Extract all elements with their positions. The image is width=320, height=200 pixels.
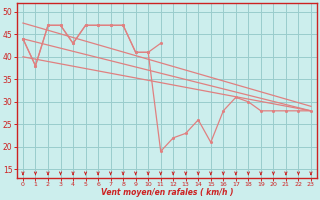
Point [96,24,101,27]
Point [146,51,151,54]
Point [183,132,188,135]
Point [96,24,101,27]
Point [70,42,76,45]
Point [121,24,126,27]
Point [208,141,213,144]
Point [58,24,63,27]
Point [121,24,126,27]
Point [246,100,251,103]
Point [283,109,288,112]
Point [233,96,238,99]
Point [45,24,51,27]
Point [258,109,263,112]
Point [20,37,26,40]
Point [158,150,163,153]
Point [158,42,163,45]
Point [108,24,113,27]
Point [133,51,138,54]
Point [308,109,314,112]
Point [221,109,226,112]
Point [45,24,51,27]
Point [20,37,26,40]
Point [58,24,63,27]
Point [296,109,301,112]
Point [146,51,151,54]
Point [108,24,113,27]
Point [83,24,88,27]
Point [70,42,76,45]
Point [33,64,38,67]
Point [33,64,38,67]
Point [133,51,138,54]
Point [83,24,88,27]
X-axis label: Vent moyen/en rafales ( km/h ): Vent moyen/en rafales ( km/h ) [101,188,233,197]
Point [271,109,276,112]
Point [196,118,201,121]
Point [171,136,176,139]
